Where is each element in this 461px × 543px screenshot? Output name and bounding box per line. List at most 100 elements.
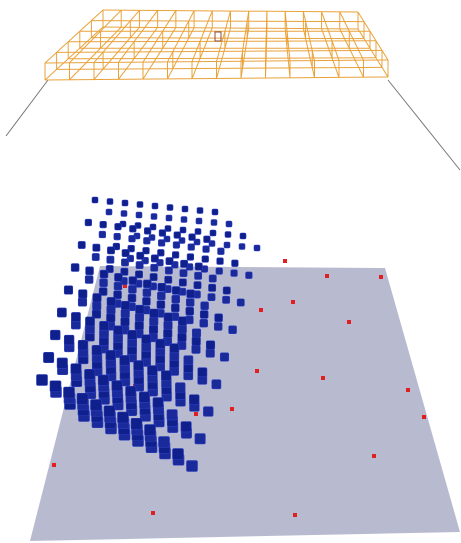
blue-cube [195,217,203,225]
blue-cube [163,235,171,243]
guide-line [387,79,461,171]
blue-cube [188,233,196,241]
blue-cube [150,254,159,263]
wire-edge [167,10,195,63]
blue-cube [149,273,158,281]
blue-cube [230,269,238,277]
blue-cube [210,219,218,226]
blue-cube [142,297,151,306]
blue-cube [200,301,209,310]
blue-cube [106,297,116,307]
red-marker [283,259,287,263]
blue-cube [209,229,217,237]
blue-cube [92,243,101,252]
blue-cube [127,244,135,253]
blue-cube [179,226,187,234]
red-marker [422,415,426,419]
blue-cube [150,263,159,272]
wire-marker [214,31,222,42]
blue-cube [161,370,172,381]
blue-cube [224,231,232,238]
blue-cube [158,436,170,448]
blue-cube [70,363,82,375]
blue-cube [194,271,203,280]
wire-edge [68,57,377,60]
wire-edge [339,28,364,78]
blue-cube [113,281,123,291]
blue-cube [91,345,103,356]
blue-cube [165,257,174,266]
blue-cube [191,344,201,354]
blue-cube [172,448,184,460]
blue-cube [144,227,152,235]
blue-cube [164,225,172,232]
blue-cube [127,293,137,303]
blue-cube [149,223,157,231]
blue-cube [186,289,195,298]
blue-cube [49,380,62,393]
wire-edge [44,9,104,64]
wire-edge [69,26,122,81]
blue-cube [57,307,67,318]
blue-cube [158,229,167,237]
red-marker [347,320,351,324]
wire-edge [191,10,213,62]
blue-cube [177,332,187,342]
blue-cube [136,251,145,260]
wire-edge [284,28,291,78]
blue-cube [189,394,200,405]
blue-cube [141,334,152,345]
blue-cube [222,286,231,295]
blue-cube [166,409,178,421]
wire-edge [216,27,231,79]
blue-cube [171,294,180,304]
blue-cube [193,281,202,290]
blue-cube [135,211,143,219]
blue-cube [177,316,188,326]
red-marker [321,376,325,380]
blue-cube [127,329,138,340]
blue-cube [180,421,192,433]
blue-cube [91,253,100,261]
blue-cube [149,316,159,326]
blue-cube [56,357,68,369]
blue-cube [92,293,102,303]
blue-cubes [36,196,261,472]
blue-cube [216,257,224,265]
blue-cube [128,276,138,285]
blue-cube [199,310,209,319]
blue-cube [148,324,159,335]
blue-cube [178,237,186,244]
blue-cube [120,317,130,327]
blue-cube [36,374,48,386]
blue-cube [208,283,217,292]
blue-cube [202,245,210,253]
blue-cube [157,282,166,292]
blue-cube [155,338,166,349]
blue-cube [211,379,222,390]
blue-cube [205,340,216,350]
wire-edge [68,40,377,43]
blue-cube [183,355,194,366]
blue-cube [106,255,115,264]
blue-cube [78,289,88,299]
blue-cube [143,279,152,289]
blue-cube [113,325,123,336]
red-marker [123,284,127,288]
blue-cube [211,208,219,216]
blue-cube [120,210,128,217]
blue-cube [43,352,55,363]
blue-cube [105,208,113,216]
blue-cube [85,266,94,276]
blue-cube [203,235,211,243]
red-marker [259,308,263,312]
blue-cube [194,262,203,271]
red-marker [230,407,234,411]
wire-edge [357,11,389,61]
blue-cube [214,313,223,322]
wire-edge [56,49,383,53]
guide-line [5,79,49,137]
blue-cube [63,334,75,346]
blue-cube [253,244,261,252]
red-marker [372,454,376,458]
